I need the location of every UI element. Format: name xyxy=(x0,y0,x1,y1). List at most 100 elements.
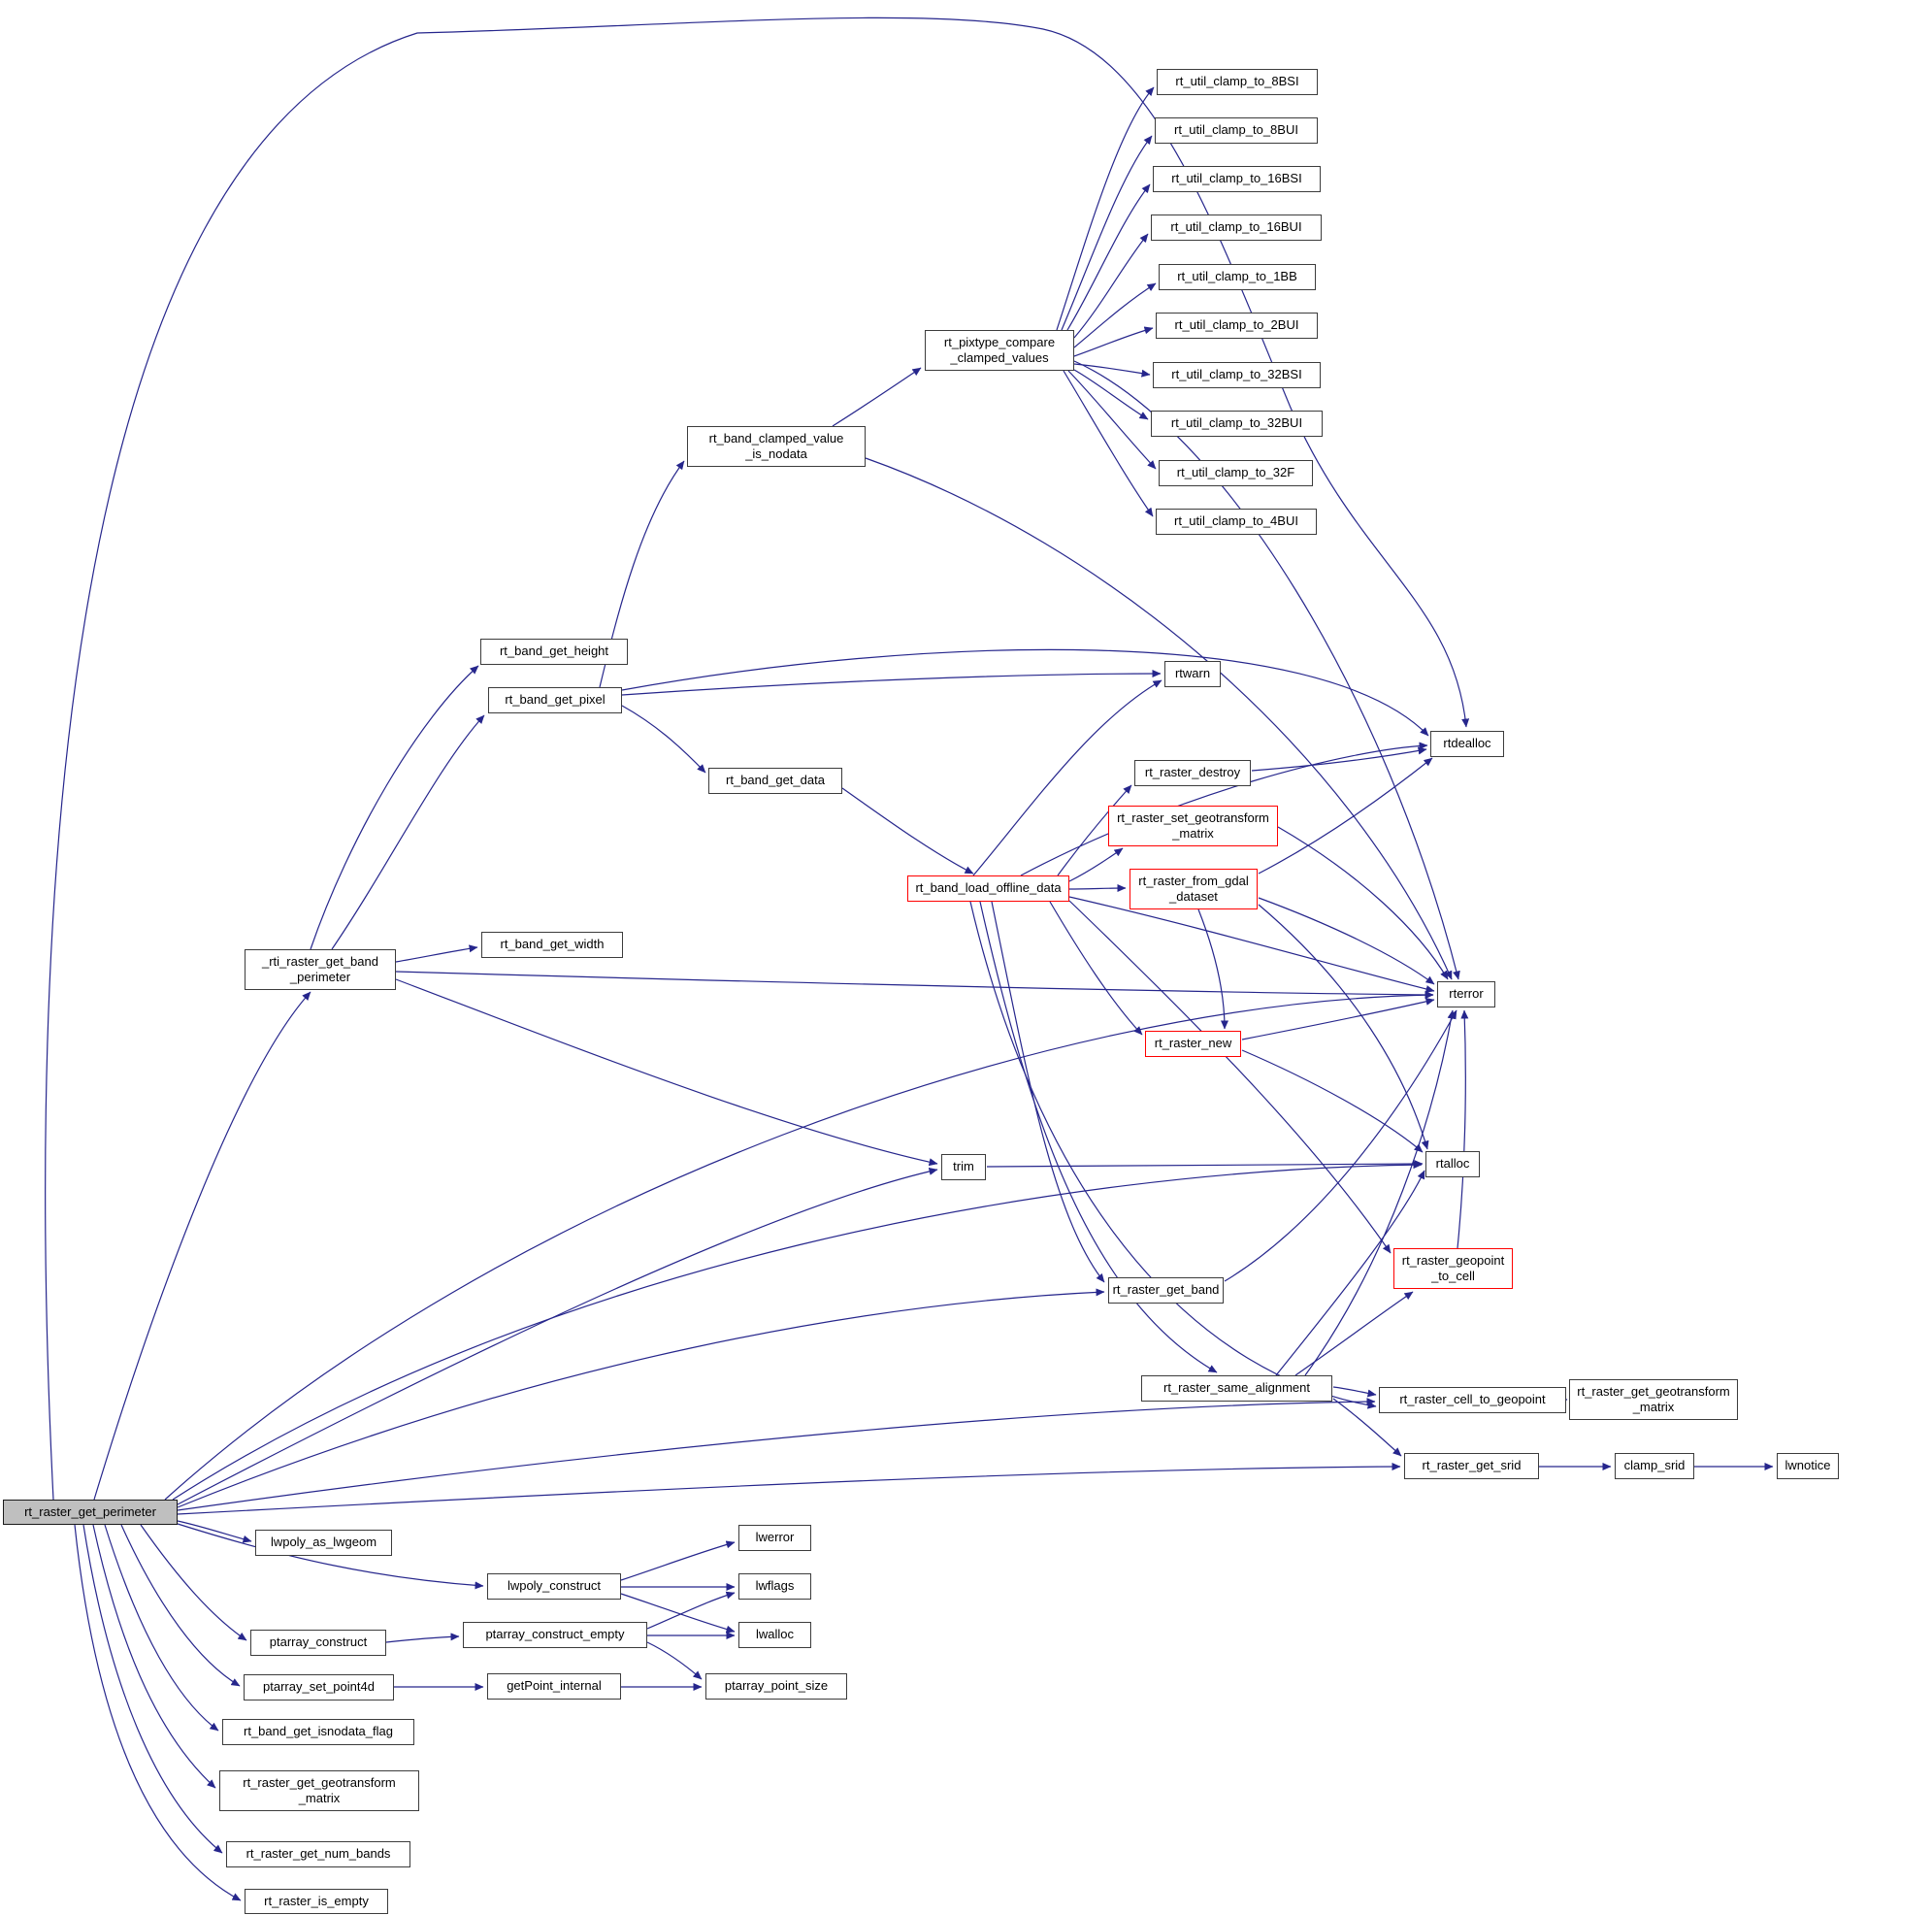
edge-_rti_raster_get_band_perimeter-to-rt_band_get_pixel xyxy=(331,714,485,950)
node-ptarray_construct_empty[interactable]: ptarray_construct_empty xyxy=(463,1622,647,1648)
edge-rt_raster_get_perimeter-to-rt_raster_get_geotransform_matrix_bl xyxy=(92,1524,216,1789)
node-rt_util_clamp_to_1BB[interactable]: rt_util_clamp_to_1BB xyxy=(1159,264,1316,290)
node-lwpoly_construct[interactable]: lwpoly_construct xyxy=(487,1573,621,1600)
node-_rti_raster_get_band_perimeter[interactable]: _rti_raster_get_band _perimeter xyxy=(245,949,396,990)
edge-rt_band_load_offline_data-to-rtwarn xyxy=(972,679,1162,876)
node-lwnotice[interactable]: lwnotice xyxy=(1777,1453,1839,1479)
node-ptarray_point_size[interactable]: ptarray_point_size xyxy=(705,1673,847,1700)
edge-rt_band_get_pixel-to-rtwarn xyxy=(621,670,1162,696)
node-rt_band_load_offline_data[interactable]: rt_band_load_offline_data xyxy=(907,875,1069,902)
node-rt_pixtype_compare_clamped_values[interactable]: rt_pixtype_compare _clamped_values xyxy=(925,330,1074,371)
node-rt_raster_get_geotransform_matrix_bl[interactable]: rt_raster_get_geotransform _matrix xyxy=(219,1770,419,1811)
node-rt_raster_from_gdal_dataset[interactable]: rt_raster_from_gdal _dataset xyxy=(1130,869,1258,909)
node-rtwarn[interactable]: rtwarn xyxy=(1164,661,1221,687)
edge-rt_raster_same_alignment-to-rt_raster_get_srid xyxy=(1332,1398,1402,1457)
node-ptarray_set_point4d[interactable]: ptarray_set_point4d xyxy=(244,1674,394,1700)
edge-rt_raster_get_perimeter-to-rt_raster_get_num_bands xyxy=(82,1524,223,1854)
node-rt_band_get_pixel[interactable]: rt_band_get_pixel xyxy=(488,687,622,713)
node-rt_util_clamp_to_8BUI[interactable]: rt_util_clamp_to_8BUI xyxy=(1155,117,1318,144)
node-rt_raster_new[interactable]: rt_raster_new xyxy=(1145,1031,1241,1057)
edge-rt_raster_from_gdal_dataset-to-rterror xyxy=(1258,897,1435,985)
edge-rt_raster_get_perimeter-to-rterror xyxy=(164,991,1434,1501)
edge-rt_band_get_pixel-to-rtdealloc xyxy=(621,648,1429,737)
node-trim[interactable]: trim xyxy=(941,1154,986,1180)
node-rt_band_get_isnodata_flag[interactable]: rt_band_get_isnodata_flag xyxy=(222,1719,414,1745)
edge-_rti_raster_get_band_perimeter-to-rterror xyxy=(395,971,1434,999)
edge-rt_raster_get_perimeter-to-rt_raster_cell_to_geopoint xyxy=(177,1398,1376,1511)
edge-_rti_raster_get_band_perimeter-to-trim xyxy=(395,978,938,1167)
edge-rt_band_load_offline_data-to-rterror xyxy=(1068,896,1435,993)
node-rt_raster_get_srid[interactable]: rt_raster_get_srid xyxy=(1404,1453,1539,1479)
edge-rt_raster_get_perimeter-to-trim xyxy=(177,1167,938,1505)
edge-rt_raster_geopoint_to_cell-to-rterror xyxy=(1457,1009,1469,1249)
edge-rt_raster_get_perimeter-to-rt_raster_get_srid xyxy=(177,1463,1401,1515)
node-rt_raster_is_empty[interactable]: rt_raster_is_empty xyxy=(245,1889,388,1914)
node-lwerror[interactable]: lwerror xyxy=(738,1525,811,1551)
edge-rt_raster_get_band-to-rterror xyxy=(1224,1009,1457,1282)
node-clamp_srid[interactable]: clamp_srid xyxy=(1615,1453,1694,1479)
edge-rt_raster_get_perimeter-to-ptarray_construct xyxy=(140,1524,247,1641)
node-rt_util_clamp_to_16BUI[interactable]: rt_util_clamp_to_16BUI xyxy=(1151,215,1322,241)
edge-rt_band_load_offline_data-to-rt_raster_destroy xyxy=(1057,784,1132,876)
node-rt_raster_get_band[interactable]: rt_raster_get_band xyxy=(1108,1277,1224,1304)
node-lwpoly_as_lwgeom[interactable]: lwpoly_as_lwgeom xyxy=(255,1530,392,1556)
node-rt_band_clamped_value_is_nodata[interactable]: rt_band_clamped_value _is_nodata xyxy=(687,426,866,467)
edge-_rti_raster_get_band_perimeter-to-rt_band_get_height xyxy=(310,665,479,950)
edge-rt_raster_new-to-rtalloc xyxy=(1241,1049,1424,1153)
node-rtalloc[interactable]: rtalloc xyxy=(1425,1151,1480,1177)
node-rt_raster_get_geotransform_matrix_r[interactable]: rt_raster_get_geotransform _matrix xyxy=(1569,1379,1738,1420)
edge-rt_pixtype_compare_clamped_values-to-rterror xyxy=(1073,360,1460,980)
node-getPoint_internal[interactable]: getPoint_internal xyxy=(487,1673,621,1700)
edge-rt_raster_get_perimeter-to-rtdealloc xyxy=(45,17,1470,1501)
edge-trim-to-rtalloc xyxy=(986,1160,1424,1169)
node-rt_util_clamp_to_16BSI[interactable]: rt_util_clamp_to_16BSI xyxy=(1153,166,1321,192)
edge-rt_raster_from_gdal_dataset-to-rtdealloc xyxy=(1258,757,1433,875)
edge-rt_pixtype_compare_clamped_values-to-rt_util_clamp_to_32BSI xyxy=(1073,363,1151,378)
edge-rt_raster_from_gdal_dataset-to-rt_raster_new xyxy=(1197,908,1228,1030)
edge-rt_raster_same_alignment-to-rtalloc xyxy=(1275,1170,1425,1376)
node-rt_util_clamp_to_4BUI[interactable]: rt_util_clamp_to_4BUI xyxy=(1156,509,1317,535)
node-rt_raster_geopoint_to_cell[interactable]: rt_raster_geopoint _to_cell xyxy=(1393,1248,1513,1289)
edge-rt_raster_same_alignment-to-rt_raster_geopoint_to_cell xyxy=(1294,1291,1414,1376)
edge-rt_pixtype_compare_clamped_values-to-rt_util_clamp_to_32BUI xyxy=(1073,369,1149,420)
edge-rt_pixtype_compare_clamped_values-to-rt_util_clamp_to_1BB xyxy=(1073,282,1157,348)
node-ptarray_construct[interactable]: ptarray_construct xyxy=(250,1630,386,1656)
node-rt_raster_cell_to_geopoint[interactable]: rt_raster_cell_to_geopoint xyxy=(1379,1387,1566,1413)
edge-rt_raster_get_perimeter-to-rtalloc xyxy=(172,1161,1423,1501)
node-rt_util_clamp_to_2BUI[interactable]: rt_util_clamp_to_2BUI xyxy=(1156,313,1318,339)
edge-rt_raster_same_alignment-to-rterror xyxy=(1304,1009,1456,1376)
edge-rt_raster_same_alignment-to-rt_raster_cell_to_geopoint xyxy=(1332,1386,1377,1398)
edge-rt_raster_get_perimeter-to-rt_raster_is_empty xyxy=(74,1524,242,1901)
node-rterror[interactable]: rterror xyxy=(1437,981,1495,1007)
edge-rt_pixtype_compare_clamped_values-to-rt_util_clamp_to_8BUI xyxy=(1061,135,1153,331)
node-rt_util_clamp_to_8BSI[interactable]: rt_util_clamp_to_8BSI xyxy=(1157,69,1318,95)
edge-_rti_raster_get_band_perimeter-to-rt_band_get_width xyxy=(395,944,478,963)
edge-rt_raster_get_perimeter-to-rt_raster_get_band xyxy=(177,1288,1105,1508)
node-rt_util_clamp_to_32BSI[interactable]: rt_util_clamp_to_32BSI xyxy=(1153,362,1321,388)
edge-rt_band_load_offline_data-to-rt_raster_same_alignment xyxy=(979,901,1218,1373)
edge-rt_pixtype_compare_clamped_values-to-rt_util_clamp_to_8BSI xyxy=(1056,86,1155,331)
node-rt_raster_get_perimeter[interactable]: rt_raster_get_perimeter xyxy=(3,1500,178,1525)
node-rt_raster_get_num_bands[interactable]: rt_raster_get_num_bands xyxy=(226,1841,410,1867)
node-rt_raster_same_alignment[interactable]: rt_raster_same_alignment xyxy=(1141,1375,1332,1402)
node-rt_raster_destroy[interactable]: rt_raster_destroy xyxy=(1134,760,1251,786)
node-rt_raster_set_geotransform_matrix[interactable]: rt_raster_set_geotransform _matrix xyxy=(1108,806,1278,846)
edge-rt_band_load_offline_data-to-rt_raster_set_geotransform_matrix xyxy=(1068,847,1124,882)
node-rt_band_get_width[interactable]: rt_band_get_width xyxy=(481,932,623,958)
node-rtdealloc[interactable]: rtdealloc xyxy=(1430,731,1504,757)
edge-rt_band_load_offline_data-to-rt_raster_from_gdal_dataset xyxy=(1068,884,1127,893)
node-lwalloc[interactable]: lwalloc xyxy=(738,1622,811,1648)
edge-rt_raster_get_perimeter-to-rt_band_get_isnodata_flag xyxy=(104,1524,219,1732)
node-rt_util_clamp_to_32F[interactable]: rt_util_clamp_to_32F xyxy=(1159,460,1313,486)
edge-rt_band_load_offline_data-to-rtdealloc xyxy=(1020,742,1428,876)
edge-rt_band_get_pixel-to-rt_band_get_data xyxy=(621,705,706,774)
edge-rt_raster_get_perimeter-to-lwpoly_as_lwgeom xyxy=(177,1520,252,1543)
edge-ptarray_construct_empty-to-lwflags xyxy=(646,1591,736,1630)
edge-ptarray_construct_empty-to-ptarray_point_size xyxy=(646,1641,703,1680)
node-rt_band_get_data[interactable]: rt_band_get_data xyxy=(708,768,842,794)
node-rt_util_clamp_to_32BUI[interactable]: rt_util_clamp_to_32BUI xyxy=(1151,411,1323,437)
edge-rt_raster_get_perimeter-to-_rti_raster_get_band_perimeter xyxy=(93,991,311,1501)
node-rt_band_get_height[interactable]: rt_band_get_height xyxy=(480,639,628,665)
node-lwflags[interactable]: lwflags xyxy=(738,1573,811,1600)
edge-rt_band_get_data-to-rt_band_load_offline_data xyxy=(841,787,974,875)
